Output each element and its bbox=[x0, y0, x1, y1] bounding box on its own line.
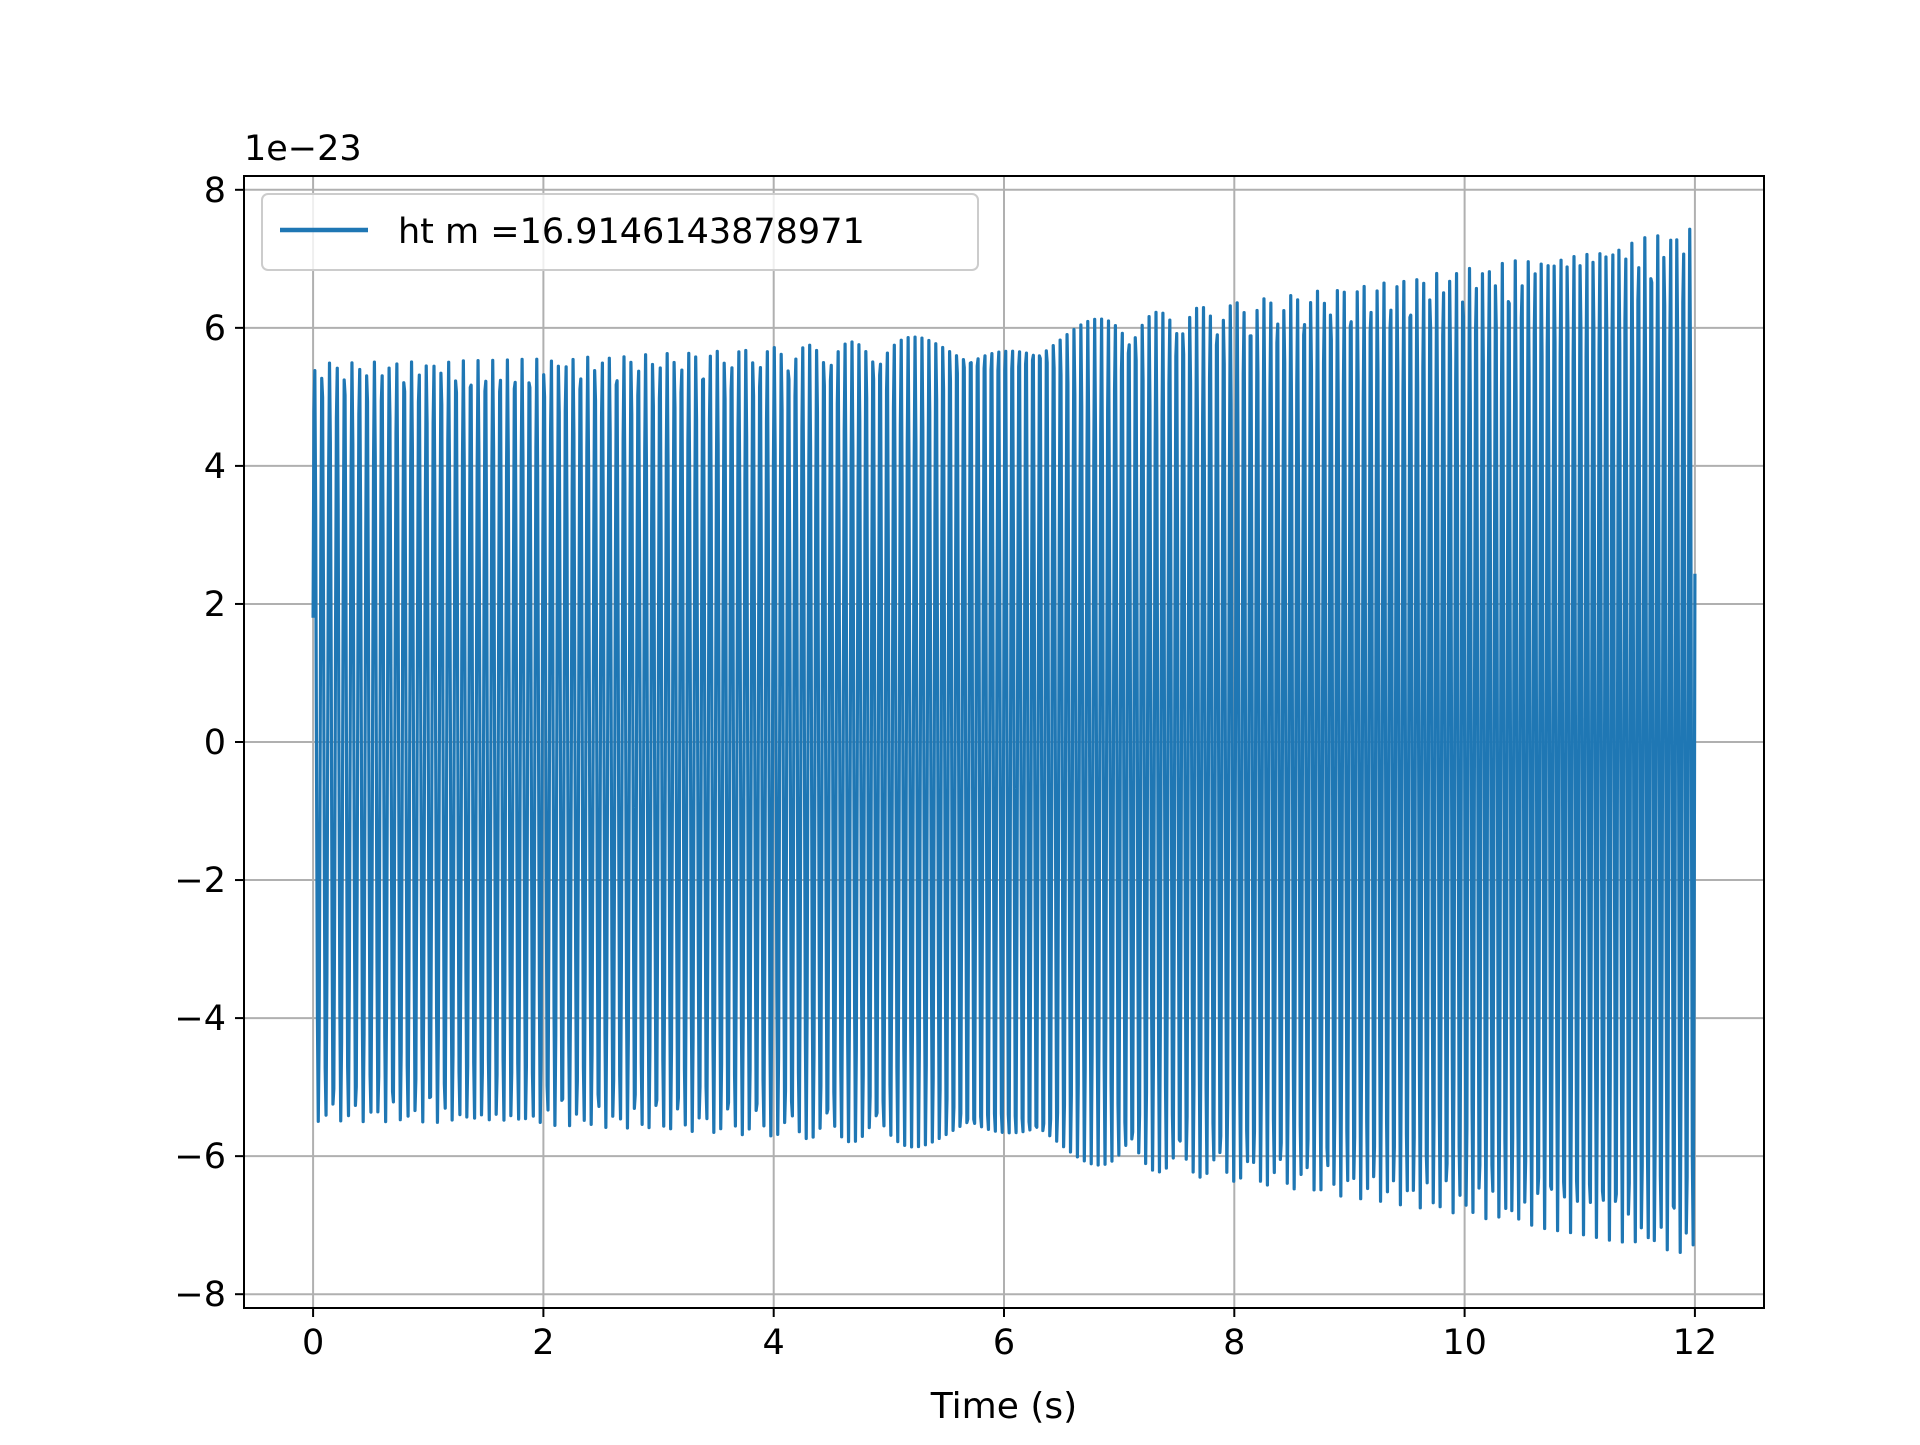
y-tick-label: −4 bbox=[174, 999, 226, 1039]
y-tick-label: −2 bbox=[174, 861, 226, 901]
x-tick-label: 12 bbox=[1673, 1323, 1718, 1363]
x-tick-label: 2 bbox=[532, 1323, 554, 1363]
x-tick-label: 10 bbox=[1442, 1323, 1487, 1363]
y-tick-label: 8 bbox=[204, 171, 226, 211]
x-tick-label: 8 bbox=[1223, 1323, 1245, 1363]
y-tick-label: 4 bbox=[204, 447, 226, 487]
legend-entry: ht m =16.9146143878971 bbox=[398, 212, 865, 252]
y-tick-label: 2 bbox=[204, 585, 226, 625]
y-tick-label: 6 bbox=[204, 309, 226, 349]
x-tick-label: 4 bbox=[763, 1323, 785, 1363]
y-offset-label: 1e−23 bbox=[244, 129, 362, 169]
y-tick-label: −8 bbox=[174, 1275, 226, 1315]
ticks: 0 2 4 6 8 10 12 −8 −6 −4 −2 0 2 4 6 8 bbox=[174, 171, 1717, 1363]
legend-box bbox=[261, 193, 979, 271]
x-tick-label: 6 bbox=[993, 1323, 1015, 1363]
x-axis-label: Time (s) bbox=[930, 1386, 1077, 1427]
legend: ht m =16.9146143878971 bbox=[261, 193, 979, 271]
y-tick-label: 0 bbox=[204, 723, 226, 763]
series-line bbox=[311, 227, 1697, 1255]
series-layer bbox=[311, 227, 1697, 1255]
y-tick-label: −6 bbox=[174, 1137, 226, 1177]
x-tick-label: 0 bbox=[302, 1323, 324, 1363]
